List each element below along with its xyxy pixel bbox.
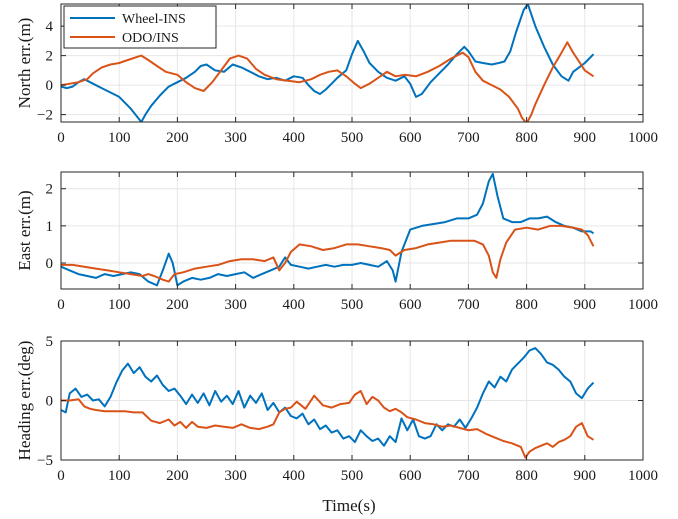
x-tick-label: 0 (57, 130, 65, 146)
x-tick-label: 500 (341, 130, 364, 146)
series-line-wheel-ins (61, 4, 595, 122)
x-tick-label: 400 (283, 297, 306, 313)
legend-label-odo-ins: ODO/INS (122, 31, 179, 46)
x-tick-label: 700 (457, 130, 480, 146)
y-tick-label: 1 (46, 219, 54, 235)
y-tick-label: −2 (37, 108, 53, 124)
series-line-odo-ins (61, 41, 595, 122)
y-axis-label: East err.(m) (15, 190, 34, 270)
x-tick-label: 500 (341, 468, 364, 484)
x-tick-label: 800 (515, 297, 538, 313)
x-tick-label: 600 (399, 297, 422, 313)
x-tick-label: 500 (341, 297, 364, 313)
series-line-odo-ins (61, 390, 595, 459)
y-tick-label: 0 (46, 394, 54, 410)
legend: Wheel-INS ODO/INS (63, 5, 217, 49)
y-tick-label: 2 (46, 182, 54, 198)
x-tick-label: 900 (574, 130, 597, 146)
x-tick-label: 400 (283, 130, 306, 146)
y-tick-label: 0 (46, 78, 54, 94)
y-axis-label: Heading err.(deg) (15, 341, 34, 461)
x-tick-label: 200 (166, 297, 189, 313)
y-tick-label: 0 (46, 256, 54, 272)
x-tick-label: 600 (399, 130, 422, 146)
x-tick-label: 800 (515, 468, 538, 484)
x-tick-label: 1000 (628, 297, 658, 313)
x-tick-label: 300 (224, 130, 247, 146)
x-tick-label: 100 (108, 468, 131, 484)
x-tick-label: 600 (399, 468, 422, 484)
series-line-wheel-ins (61, 172, 595, 287)
x-tick-label: 200 (166, 468, 189, 484)
x-tick-label: 100 (108, 130, 131, 146)
x-tick-label: 700 (457, 468, 480, 484)
y-tick-label: 4 (46, 19, 54, 35)
x-tick-label: 300 (224, 468, 247, 484)
x-tick-label: 1000 (628, 468, 658, 484)
legend-label-wheel-ins: Wheel-INS (122, 12, 186, 27)
chart-panel-2: 0 100 200 300 400 500 600 700 800 900 1000 0 1 2 East … (15, 171, 658, 313)
y-tick-label: −5 (37, 453, 53, 469)
x-tick-label: 700 (457, 297, 480, 313)
y-tick-label: 5 (46, 334, 54, 350)
x-tick-label: 200 (166, 130, 189, 146)
series-line-wheel-ins (61, 347, 595, 447)
x-tick-label: 800 (515, 130, 538, 146)
y-axis-label: North err.(m) (15, 18, 34, 109)
x-tick-label: 0 (57, 468, 65, 484)
x-tick-label: 100 (108, 297, 131, 313)
y-tick-label: 2 (46, 49, 54, 65)
x-tick-label: 1000 (628, 130, 658, 146)
x-tick-label: 300 (224, 297, 247, 313)
x-tick-label: 400 (283, 468, 306, 484)
x-tick-label: 900 (574, 297, 597, 313)
legend-box (63, 5, 217, 49)
x-axis-label: Time(s) (322, 496, 375, 515)
series-line-odo-ins (61, 224, 595, 283)
x-tick-label: 0 (57, 297, 65, 313)
x-tick-label: 900 (574, 468, 597, 484)
chart-panel-3: 0 100 200 300 400 500 600 700 800 900 1000−505Head… (15, 334, 658, 484)
